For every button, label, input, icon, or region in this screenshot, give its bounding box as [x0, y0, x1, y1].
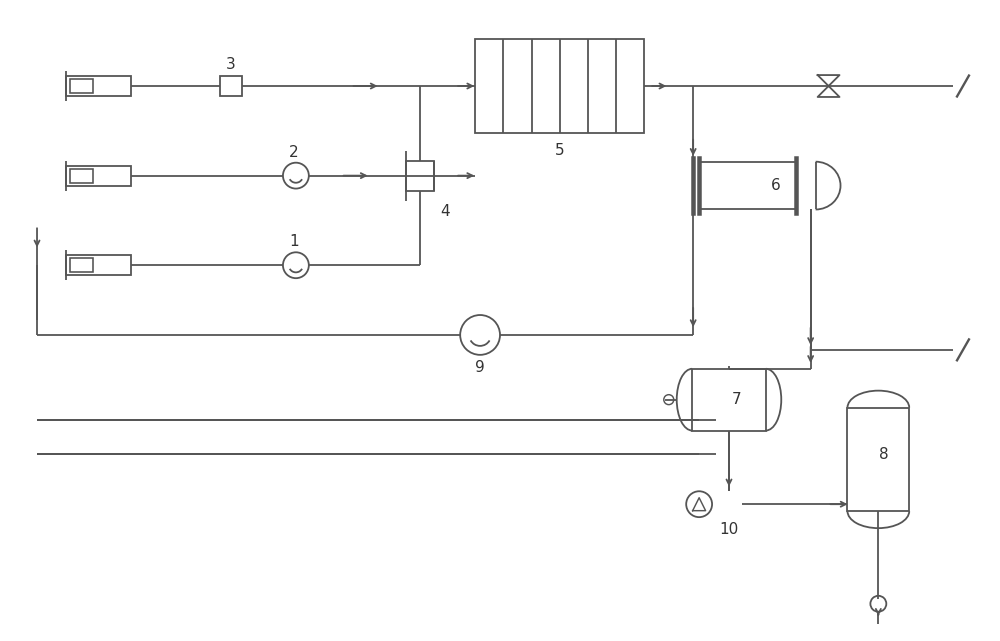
Bar: [692, 369, 766, 431]
Bar: [70, 79, 93, 93]
Text: 5: 5: [555, 144, 565, 158]
Bar: [406, 161, 434, 190]
Bar: [70, 258, 93, 272]
Bar: [66, 76, 131, 96]
Text: 10: 10: [719, 522, 739, 537]
Text: 9: 9: [475, 360, 485, 375]
Text: 1: 1: [289, 235, 299, 249]
Bar: [220, 76, 242, 96]
Text: 3: 3: [226, 57, 236, 72]
Text: 4: 4: [440, 203, 450, 219]
Text: 7: 7: [732, 392, 742, 407]
Text: 8: 8: [879, 447, 888, 462]
Bar: [70, 169, 93, 183]
Bar: [66, 165, 131, 186]
Bar: [475, 38, 644, 133]
Bar: [66, 255, 131, 275]
Text: 6: 6: [771, 178, 781, 193]
Bar: [699, 162, 796, 210]
Text: 2: 2: [289, 145, 299, 160]
Bar: [847, 408, 909, 511]
